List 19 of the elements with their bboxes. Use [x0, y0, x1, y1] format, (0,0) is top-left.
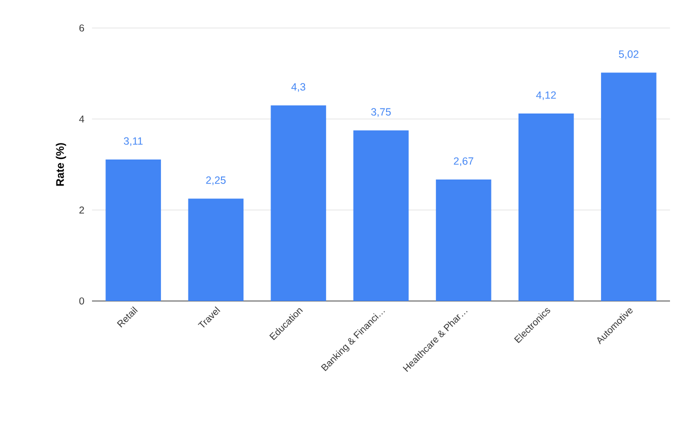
- bar: [601, 72, 656, 301]
- y-tick-label: 2: [79, 206, 84, 214]
- y-tick-label: 0: [79, 297, 84, 305]
- data-label: 2,67: [454, 157, 474, 166]
- data-label: 2,25: [206, 176, 226, 186]
- bar: [436, 180, 492, 301]
- data-label: 4,3: [291, 83, 306, 92]
- bar: [188, 198, 244, 301]
- bar: [518, 114, 574, 301]
- y-tick-label: 6: [79, 24, 84, 32]
- data-label: 5,02: [618, 50, 638, 60]
- bar: [270, 105, 326, 301]
- bar: [353, 130, 409, 301]
- y-axis-title: Rate (%): [56, 143, 66, 186]
- data-label: 4,12: [536, 91, 556, 100]
- data-label: 3,75: [371, 108, 391, 117]
- y-tick-label: 4: [79, 116, 84, 122]
- data-label: 3,11: [124, 137, 143, 146]
- bar: [106, 159, 161, 301]
